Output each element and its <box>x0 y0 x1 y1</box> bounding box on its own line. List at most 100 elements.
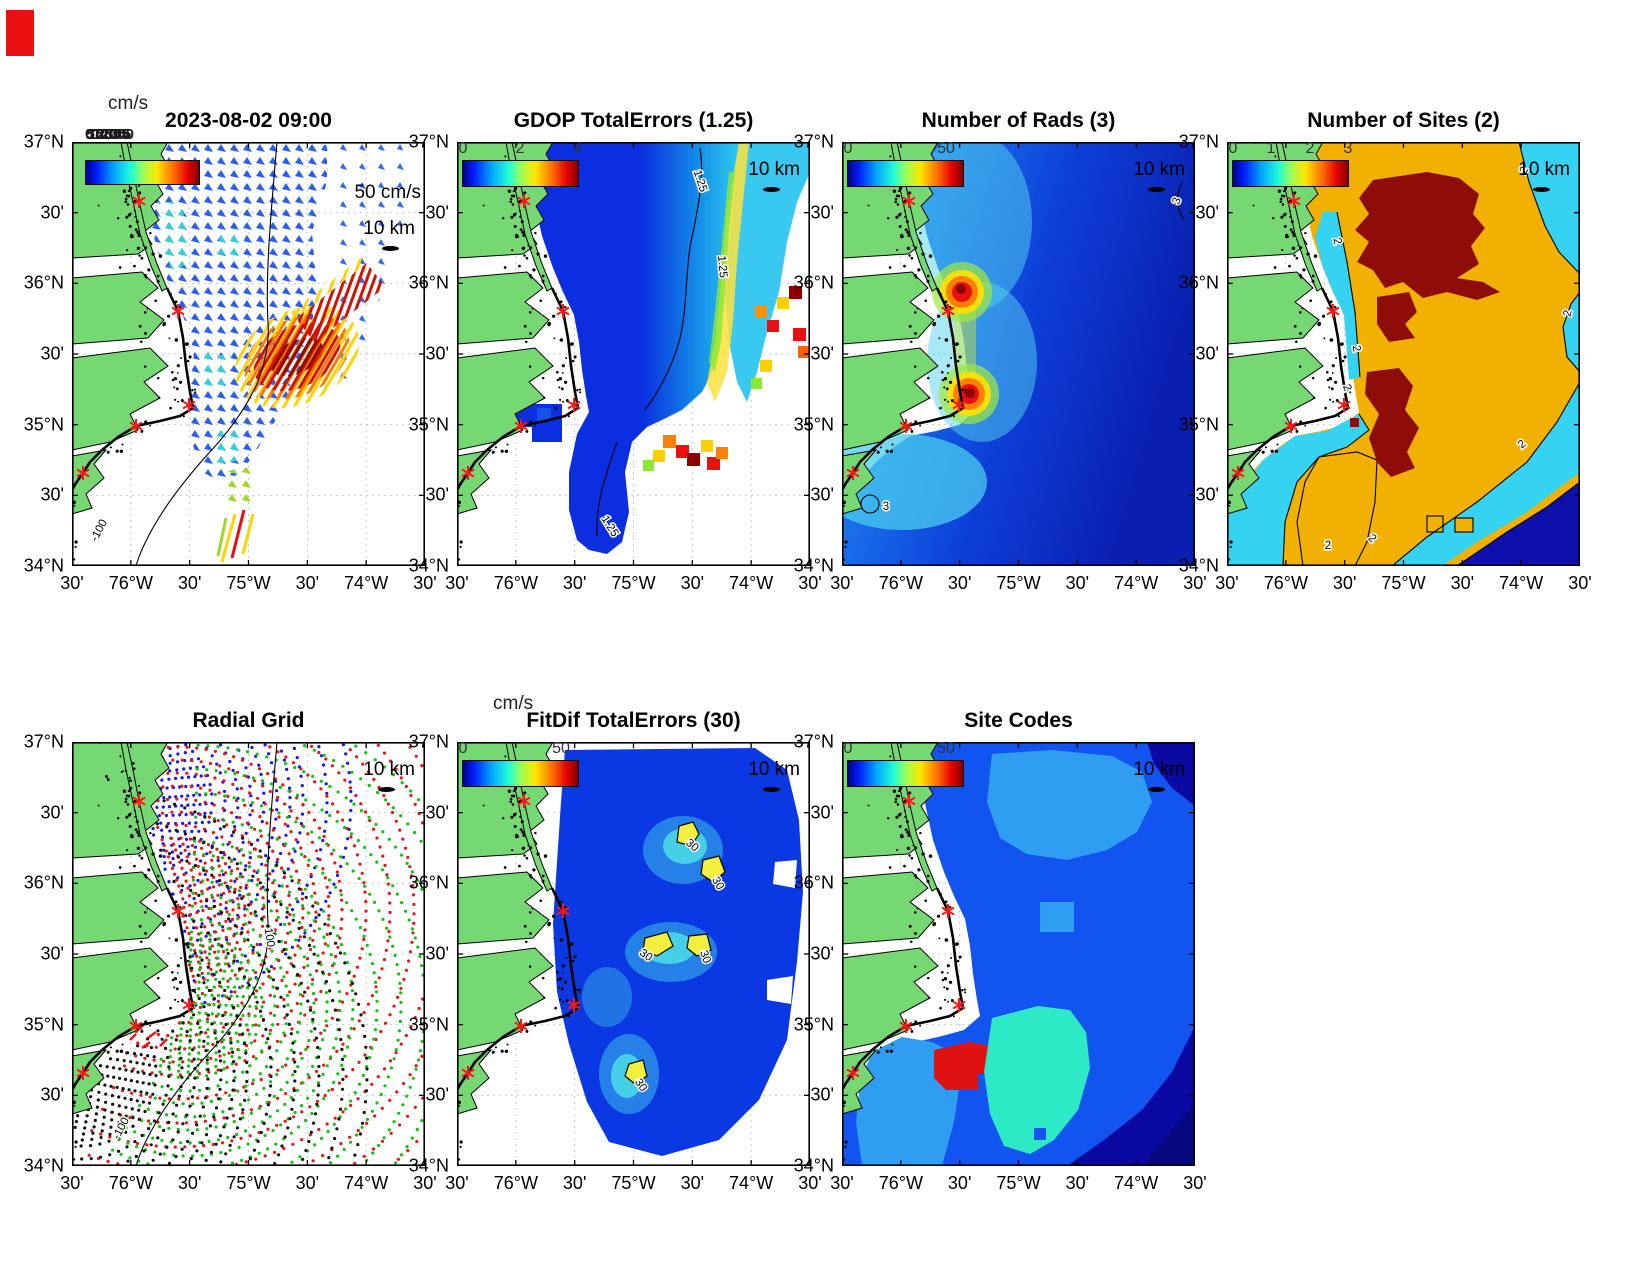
x-tick-label: 74°W <box>729 1173 774 1193</box>
x-tick-label: 30' <box>1332 573 1357 593</box>
colorbar-tick: 0 <box>1228 140 1238 157</box>
colorbar-tick: 0 <box>458 740 468 757</box>
y-tick-label: 30' <box>810 943 834 964</box>
y-tick-label: 30' <box>40 943 64 964</box>
colorbar-tick: 0 <box>458 140 468 157</box>
colorbar-units-label: cm/s <box>108 93 149 114</box>
x-tick-label: 75°W <box>611 1173 656 1193</box>
panel-numrads: Number of Rads (3) <box>794 109 1207 593</box>
y-tick-label: 30' <box>1195 343 1219 364</box>
x-tick-label: 74°W <box>1114 1173 1159 1193</box>
panel-title: Number of Rads (3) <box>921 109 1116 132</box>
y-tick-label: 37°N <box>1178 131 1219 152</box>
scale-bar-label: 10 km <box>748 759 800 780</box>
scale-bar-label: 10 km <box>363 218 415 239</box>
depth-contour <box>135 742 278 1166</box>
panel-fitdif: FitDif TotalErrors (30) cm/s <box>409 693 822 1193</box>
panel-sitecodes: Site Codes 0 50 10 km <box>794 709 1207 1193</box>
y-tick-label: 36°N <box>1178 272 1219 293</box>
y-tick-label: 30' <box>40 202 64 223</box>
scale-bar <box>382 246 399 251</box>
numsites-map: 2 2 2 2 2 2 2 2 <box>1227 142 1580 566</box>
current-vector-field <box>138 142 407 563</box>
y-tick-label: 35°N <box>408 414 449 435</box>
y-tick-label: 34°N <box>23 555 64 576</box>
colorbar <box>85 160 200 185</box>
panel-numsites: Number of Sites (2) <box>1179 109 1592 593</box>
x-tick-label: 30' <box>60 573 84 593</box>
contour-label: -100 <box>111 1116 132 1142</box>
x-tick-label: 30' <box>177 1173 202 1193</box>
y-tick-label: 37°N <box>23 731 64 752</box>
x-tick-label: 30' <box>947 1173 972 1193</box>
x-tick-label: 76°W <box>108 573 153 593</box>
colorbar-tick: 4 <box>573 140 583 157</box>
colorbar-tick: 2 <box>515 140 525 157</box>
x-tick-label: 30' <box>1065 1173 1090 1193</box>
radialgrid-map: 100 -100 <box>72 742 425 1166</box>
panel-title: 2023-08-02 09:00 <box>165 109 332 132</box>
numrads-hotspot-north <box>932 262 992 322</box>
y-tick-label: 34°N <box>1178 555 1219 576</box>
contour-label: -100 <box>89 518 110 544</box>
fitdif-high-blobs <box>624 821 726 1085</box>
colorbar-tick: 0 <box>843 740 853 757</box>
y-tick-label: 35°N <box>23 414 64 435</box>
y-tick-label: 30' <box>810 802 834 823</box>
y-tick-label: 37°N <box>408 131 449 152</box>
y-tick-label: 30' <box>425 802 449 823</box>
x-tick-label: 75°W <box>996 1173 1041 1193</box>
scale-bar <box>378 787 395 792</box>
x-tick-label: 74°W <box>344 573 389 593</box>
currents-map: -100 <box>72 142 425 566</box>
x-tick-label: 76°W <box>108 1173 153 1193</box>
y-tick-label: 30' <box>810 202 834 223</box>
panel-title: FitDif TotalErrors (30) <box>526 709 741 732</box>
panel-title: Radial Grid <box>192 709 305 732</box>
y-tick-label: 30' <box>40 1084 64 1105</box>
x-tick-label: 76°W <box>493 1173 538 1193</box>
scale-bar <box>763 787 780 792</box>
scale-bar-label: 10 km <box>1133 159 1185 180</box>
y-tick-label: 30' <box>425 343 449 364</box>
x-tick-label: 76°W <box>493 573 538 593</box>
colorbar: 0 1 2 3 <box>1229 140 1352 187</box>
y-tick-label: 35°N <box>1178 414 1219 435</box>
y-tick-label: 35°N <box>793 414 834 435</box>
y-tick-label: 36°N <box>23 872 64 893</box>
y-tick-label: 36°N <box>793 272 834 293</box>
plot-frame <box>1227 142 1580 566</box>
y-tick-label: 37°N <box>793 131 834 152</box>
x-tick-label: 75°W <box>611 573 656 593</box>
y-tick-label: 36°N <box>408 272 449 293</box>
y-tick-label: 30' <box>425 202 449 223</box>
y-tick-label: 34°N <box>23 1155 64 1176</box>
y-tick-label: 35°N <box>23 1014 64 1035</box>
scale-bar-label: 10 km <box>748 159 800 180</box>
gdop-map: 1.25 1.25 1.25 <box>457 142 810 566</box>
y-tick-label: 30' <box>1195 484 1219 505</box>
x-tick-label: 74°W <box>344 1173 389 1193</box>
gdop-high-error-pixels <box>643 286 810 471</box>
y-tick-label: 34°N <box>793 1155 834 1176</box>
y-tick-label: 36°N <box>793 872 834 893</box>
y-tick-label: 30' <box>40 343 64 364</box>
fitdif-field <box>553 748 803 1156</box>
x-tick-label: 30' <box>798 573 822 593</box>
numrads-map: 3 3 <box>842 142 1195 566</box>
x-tick-label: 30' <box>1183 1173 1207 1193</box>
x-tick-label: 75°W <box>226 573 271 593</box>
x-tick-label: 30' <box>60 1173 84 1193</box>
scale-bar-label: 10 km <box>1133 759 1185 780</box>
x-tick-label: 30' <box>798 1173 822 1193</box>
x-tick-label: 30' <box>445 1173 469 1193</box>
y-tick-label: 34°N <box>408 555 449 576</box>
fitdif-map: 30 30 30 30 30 <box>457 742 810 1166</box>
y-tick-label: 37°N <box>408 731 449 752</box>
colorbar-tick: 50 <box>937 740 955 757</box>
colorbar-units-label: cm/s <box>493 693 534 714</box>
x-tick-label: 75°W <box>1381 573 1426 593</box>
x-tick-label: 30' <box>177 573 202 593</box>
x-tick-label: 75°W <box>996 573 1041 593</box>
